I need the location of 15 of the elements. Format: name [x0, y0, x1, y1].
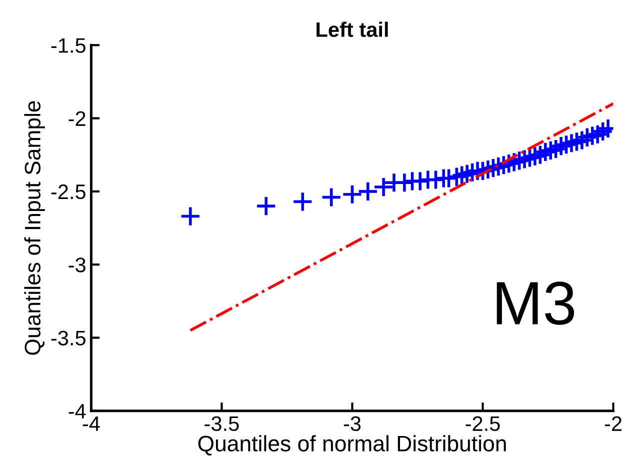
- x-tick-label: -3.5: [204, 416, 239, 432]
- annotation: M3: [496, 282, 574, 325]
- y-tick-label: -1.5: [51, 38, 86, 53]
- x-tick-label: -3: [344, 416, 361, 432]
- y-tick-label: -3.5: [51, 330, 86, 346]
- y-tick-label: -2.5: [51, 184, 86, 200]
- x-tick-label: -2: [604, 416, 622, 431]
- y-tick-label: -4: [68, 404, 86, 418]
- x-axis-title: Quantiles of normal Distribution: [198, 435, 506, 456]
- x-tick-label: -4: [82, 416, 100, 431]
- y-axis-title: Quantiles of Input Sample: [24, 101, 45, 355]
- chart-title: Left tail: [316, 22, 388, 37]
- y-tick-label: -2: [68, 111, 86, 126]
- x-tick-label: -2.5: [466, 416, 500, 432]
- y-tick-label: -3: [68, 258, 86, 272]
